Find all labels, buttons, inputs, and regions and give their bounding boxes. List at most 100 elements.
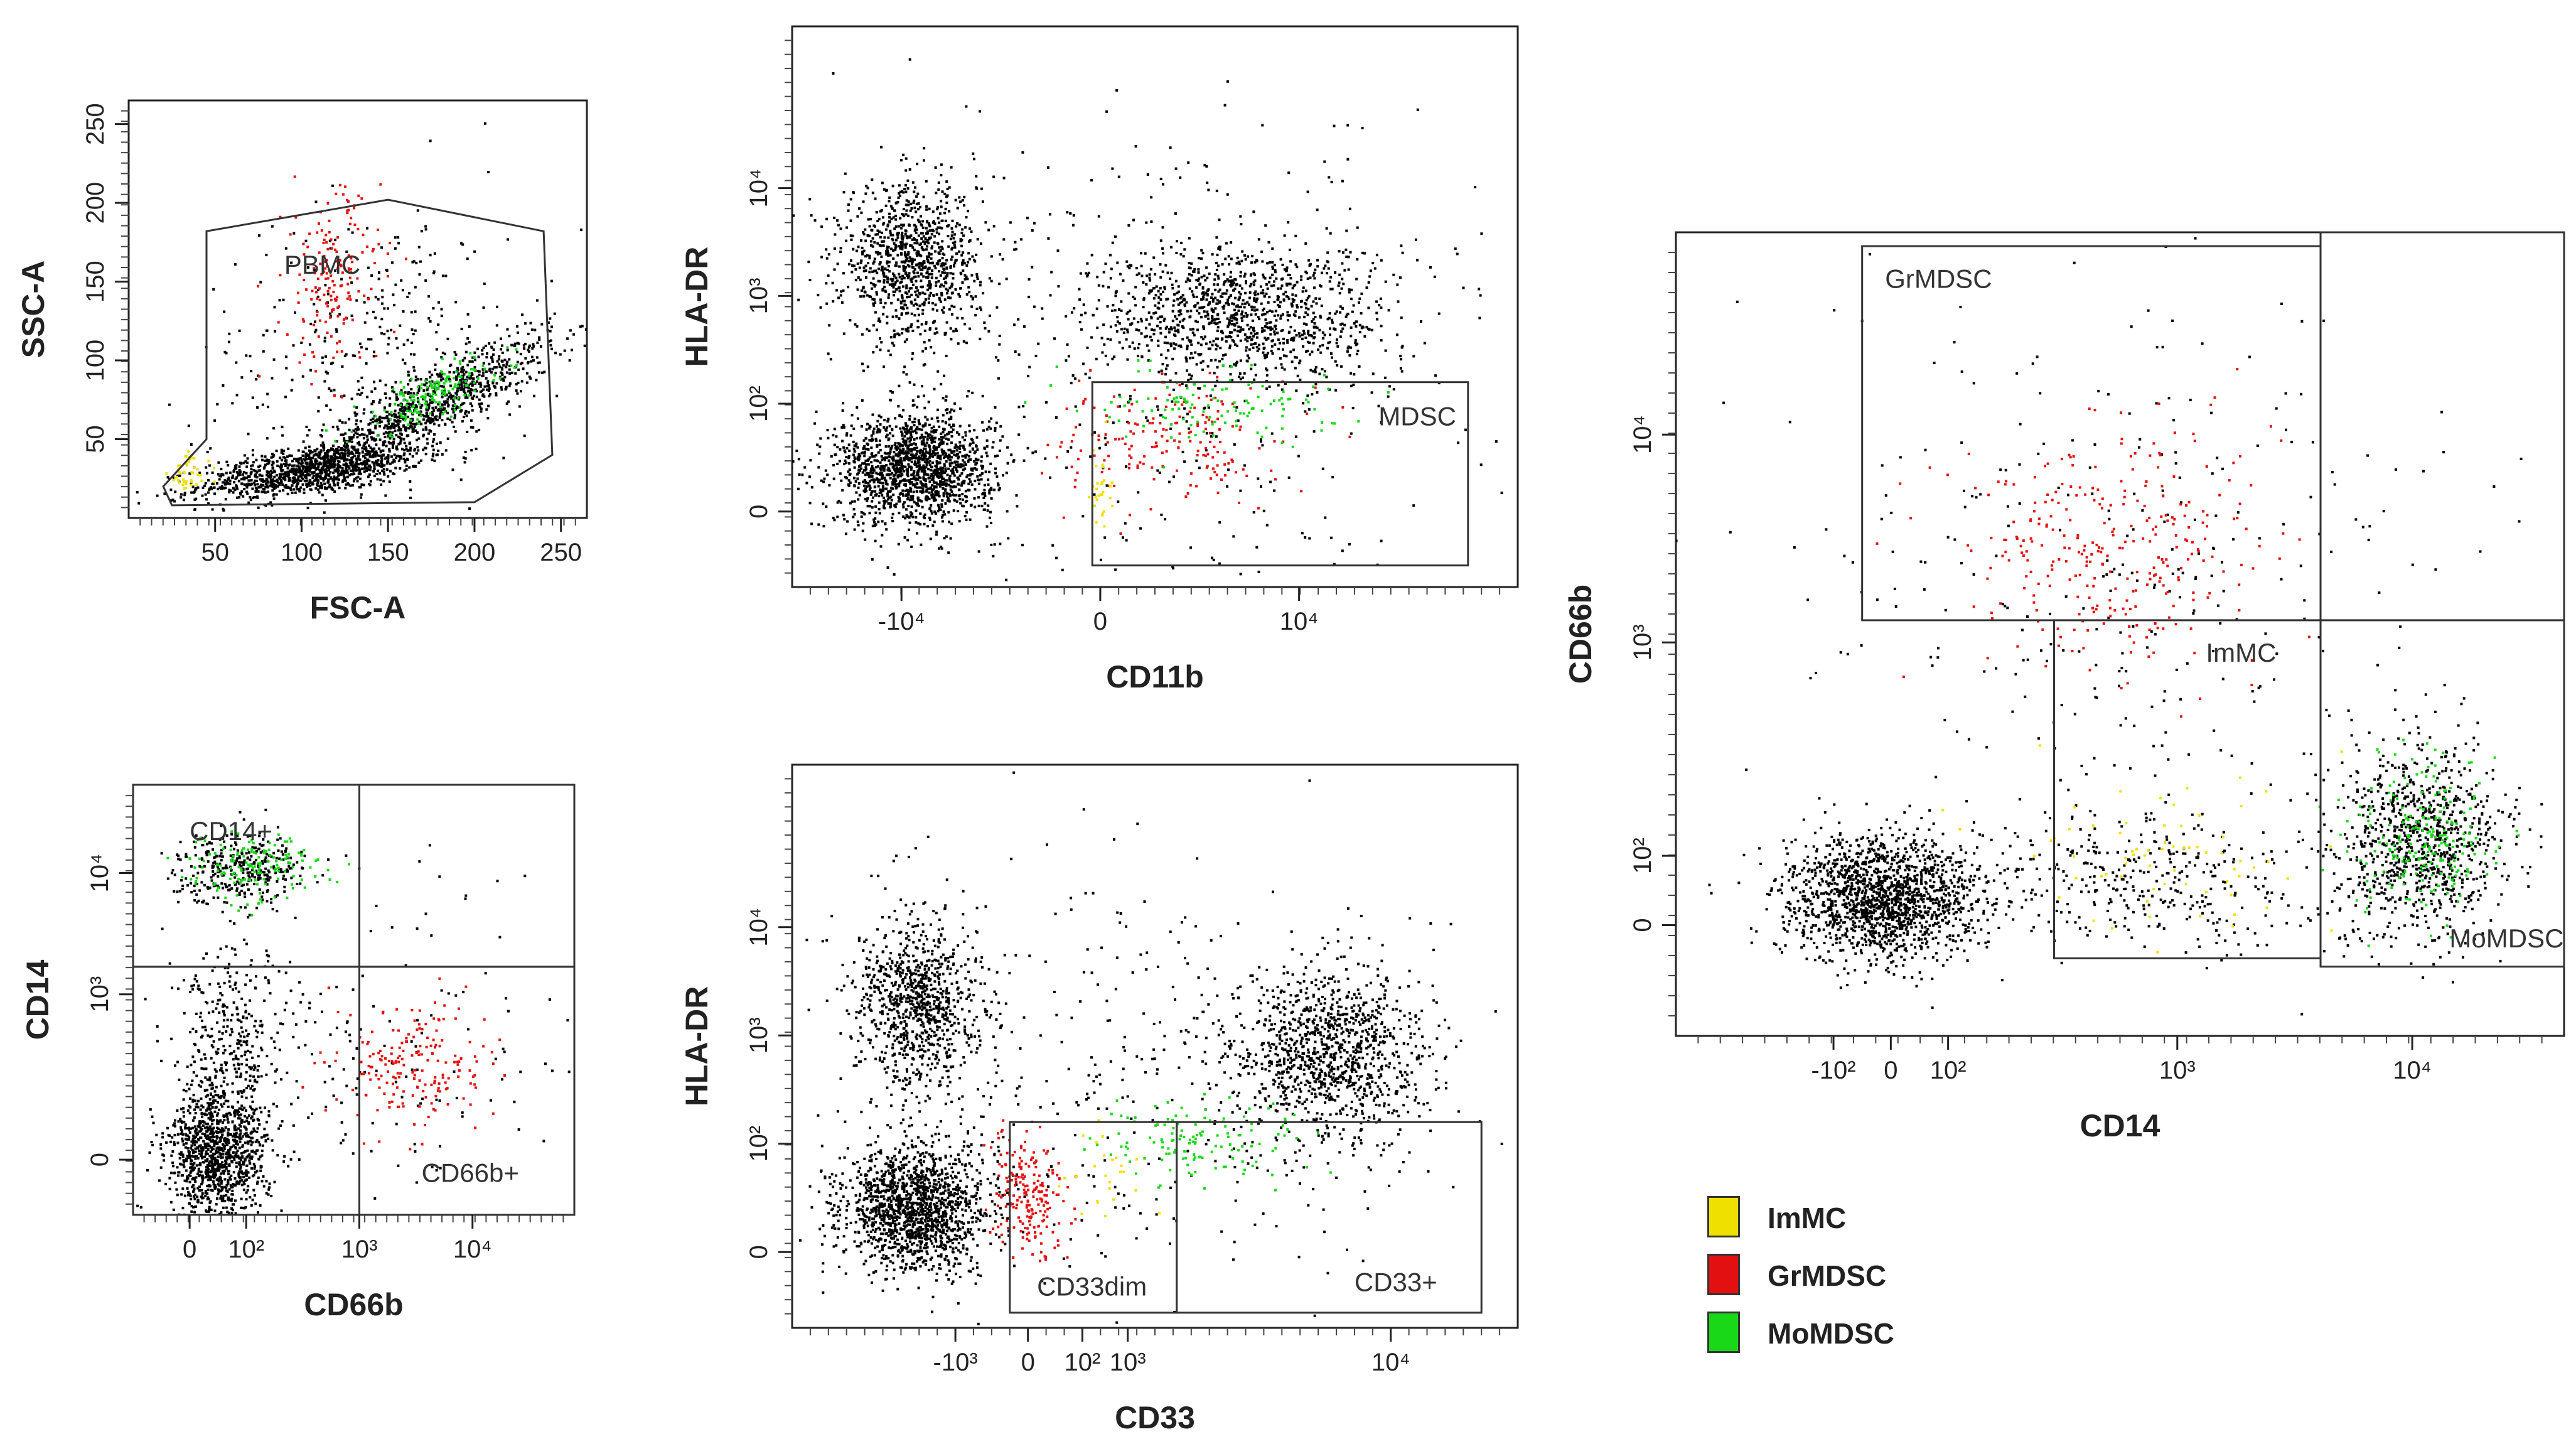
event-dot: [319, 299, 321, 301]
event-dot: [913, 491, 915, 493]
event-dot: [309, 369, 312, 372]
event-dot: [945, 282, 947, 284]
event-dot: [297, 478, 299, 481]
event-dot: [318, 222, 320, 225]
event-dot: [420, 407, 422, 409]
event-dot: [378, 421, 381, 424]
event-dot: [316, 314, 318, 316]
event-dot: [420, 460, 422, 462]
event-dot: [883, 281, 885, 284]
event-dot: [950, 431, 953, 433]
event-dot: [936, 417, 939, 419]
event-dot: [871, 288, 873, 290]
event-dot: [965, 511, 968, 514]
event-dot: [340, 457, 343, 460]
event-dot: [825, 248, 827, 251]
event-dot: [923, 147, 925, 149]
event-dot: [321, 429, 323, 431]
event-dot: [857, 524, 860, 527]
event-dot: [292, 344, 295, 347]
event-dot: [366, 396, 368, 398]
event-dot: [422, 434, 425, 436]
event-dot: [933, 352, 935, 354]
event-dot: [168, 404, 171, 406]
event-dot: [350, 217, 352, 219]
event-dot: [965, 490, 967, 492]
event-dot: [222, 508, 224, 510]
event-dot: [908, 224, 910, 226]
event-dot: [367, 438, 369, 441]
event-dot: [879, 236, 882, 239]
event-dot: [886, 261, 888, 263]
event-dot: [863, 455, 866, 457]
event-dot: [466, 384, 469, 387]
event-dot: [929, 286, 931, 288]
event-dot: [341, 421, 344, 424]
event-dot: [920, 480, 922, 483]
event-dot: [834, 234, 836, 236]
event-dot: [234, 468, 237, 470]
event-dot: [998, 283, 1001, 285]
event-dot: [942, 220, 944, 222]
event-dot: [358, 434, 361, 436]
event-dot: [891, 499, 893, 502]
event-dot: [496, 306, 498, 308]
event-dot: [174, 477, 176, 480]
event-dot: [343, 463, 345, 466]
event-dot: [924, 363, 926, 365]
event-dot: [977, 478, 979, 481]
event-dot: [911, 266, 914, 269]
event-dot: [962, 199, 964, 202]
event-dot: [444, 401, 447, 403]
event-dot: [508, 358, 510, 360]
event-dot: [506, 371, 508, 374]
event-dot: [505, 366, 507, 369]
event-dot: [900, 159, 903, 161]
event-dot: [178, 482, 180, 484]
event-dot: [431, 374, 433, 376]
event-dot: [948, 424, 951, 426]
event-dot: [468, 394, 470, 397]
event-dot: [895, 315, 898, 318]
event-dot: [369, 422, 372, 424]
event-dot: [974, 314, 977, 316]
event-dot: [883, 497, 885, 499]
event-dot: [265, 254, 267, 256]
event-dot: [333, 394, 336, 397]
event-dot: [962, 251, 964, 254]
event-dot: [289, 455, 291, 457]
event-dot: [948, 459, 951, 461]
event-dot: [911, 330, 914, 332]
event-dot: [444, 275, 447, 277]
event-dot: [926, 245, 928, 248]
event-dot: [343, 318, 345, 321]
event-dot: [931, 441, 933, 444]
event-dot: [414, 429, 417, 432]
event-dot: [468, 341, 471, 343]
event-dot: [888, 293, 890, 296]
event-dot: [352, 319, 354, 321]
event-dot: [912, 473, 915, 476]
event-dot: [388, 441, 390, 443]
event-dot: [950, 441, 953, 444]
event-dot: [468, 390, 471, 392]
event-dot: [868, 271, 871, 273]
event-dot: [359, 343, 362, 345]
event-dot: [924, 461, 926, 463]
event-dot: [243, 488, 245, 490]
event-dot: [1007, 537, 1009, 539]
event-dot: [289, 470, 291, 472]
event-dot: [298, 476, 300, 478]
event-dot: [982, 200, 984, 203]
event-dot: [524, 357, 527, 360]
event-dot: [925, 450, 927, 453]
event-dot: [453, 371, 455, 374]
event-dot: [955, 225, 957, 228]
event-dot: [333, 484, 336, 487]
event-dot: [220, 468, 222, 470]
event-dot: [918, 266, 921, 269]
event-dot: [455, 375, 458, 378]
event-dot: [923, 159, 925, 162]
event-dot: [853, 508, 856, 510]
event-dot: [521, 380, 523, 382]
